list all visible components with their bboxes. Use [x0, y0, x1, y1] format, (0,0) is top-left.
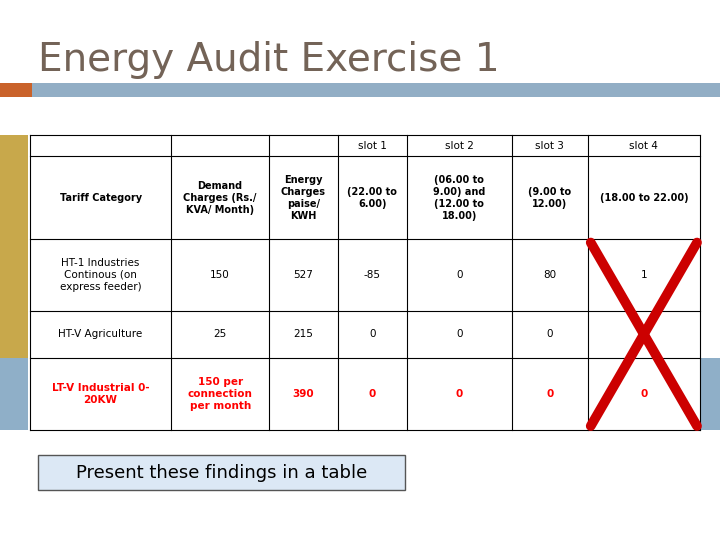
Text: Energy
Charges
paise/
KWH: Energy Charges paise/ KWH — [281, 174, 326, 220]
Text: 0: 0 — [640, 389, 647, 399]
Text: -85: -85 — [364, 269, 381, 280]
Text: 215: 215 — [294, 329, 313, 339]
Text: 0: 0 — [456, 329, 462, 339]
Text: 0: 0 — [641, 329, 647, 339]
Text: 0: 0 — [546, 329, 553, 339]
Text: 150: 150 — [210, 269, 230, 280]
Text: 0: 0 — [369, 329, 376, 339]
Text: 25: 25 — [214, 329, 227, 339]
Text: HT-1 Industries
Continous (on
express feeder): HT-1 Industries Continous (on express fe… — [60, 258, 141, 292]
Text: HT-V Agriculture: HT-V Agriculture — [58, 329, 143, 339]
Text: 0: 0 — [456, 269, 462, 280]
Bar — [0, 357, 28, 430]
Text: 0: 0 — [369, 389, 376, 399]
Text: (06.00 to
9.00) and
(12.00 to
18.00): (06.00 to 9.00) and (12.00 to 18.00) — [433, 174, 485, 220]
Bar — [0, 83, 32, 97]
Text: 0: 0 — [456, 389, 463, 399]
Bar — [0, 83, 720, 97]
Text: Present these findings in a table: Present these findings in a table — [76, 463, 367, 482]
Text: slot 3: slot 3 — [535, 141, 564, 151]
Text: 390: 390 — [292, 389, 314, 399]
Text: 150 per
connection
per month: 150 per connection per month — [188, 377, 253, 411]
Text: Energy Audit Exercise 1: Energy Audit Exercise 1 — [38, 41, 500, 79]
Bar — [38, 455, 405, 490]
Text: 527: 527 — [294, 269, 313, 280]
Text: slot 4: slot 4 — [629, 141, 658, 151]
Bar — [700, 357, 720, 430]
Text: 1: 1 — [641, 269, 647, 280]
Text: Demand
Charges (Rs./
KVA/ Month): Demand Charges (Rs./ KVA/ Month) — [184, 180, 257, 214]
Text: 80: 80 — [543, 269, 557, 280]
Text: (9.00 to
12.00): (9.00 to 12.00) — [528, 186, 571, 208]
Text: slot 2: slot 2 — [445, 141, 474, 151]
Text: (18.00 to 22.00): (18.00 to 22.00) — [600, 193, 688, 202]
Text: (22.00 to
6.00): (22.00 to 6.00) — [347, 186, 397, 208]
Bar — [0, 135, 28, 357]
Text: Tariff Category: Tariff Category — [60, 193, 142, 202]
Text: slot 1: slot 1 — [358, 141, 387, 151]
Text: LT-V Industrial 0-
20KW: LT-V Industrial 0- 20KW — [52, 383, 150, 405]
Text: 0: 0 — [546, 389, 554, 399]
